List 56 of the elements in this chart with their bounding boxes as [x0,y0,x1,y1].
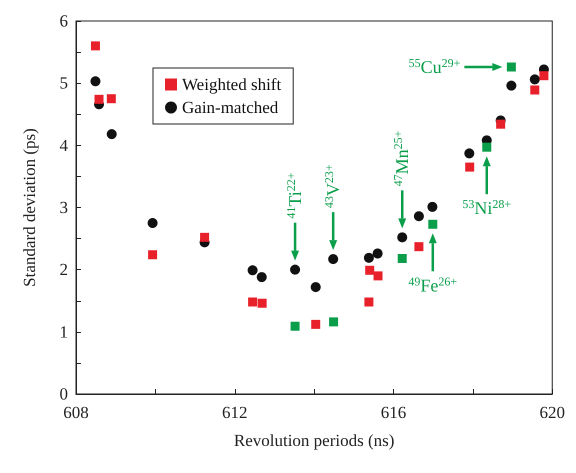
point [200,232,210,242]
x-tick-label: 616 [380,403,406,422]
point [90,76,100,86]
point [290,264,300,275]
point [364,297,374,306]
x-tick-label: 608 [63,403,89,422]
point [329,317,338,326]
point [398,254,407,263]
point [310,282,321,292]
point [311,320,320,329]
point [258,298,267,308]
x-tick-label: 620 [540,403,565,422]
point [539,71,548,80]
point [148,218,158,228]
legend-label: Gain-matched [182,98,279,117]
point [328,254,338,264]
annotation: 43V23+ [322,164,344,208]
y-tick-label: 1 [60,322,68,342]
point [397,232,408,242]
point [414,211,424,222]
point [365,266,374,275]
point [106,129,117,140]
point [148,250,158,260]
point [428,220,438,229]
point [364,252,374,263]
y-tick-label: 0 [60,384,68,404]
point [374,271,383,280]
point [256,272,267,282]
y-axis-title: Standard deviation (ps) [20,128,39,287]
y-tick-label: 3 [60,198,68,217]
annotation: 47Mn25+ [391,130,412,186]
point [530,74,540,84]
annotation: 41Ti22+ [284,172,306,219]
y-tick-label: 4 [60,136,68,155]
point [248,297,258,306]
x-tick-label: 612 [222,403,248,422]
point [506,80,516,91]
point [248,265,258,276]
point [530,86,540,95]
point [427,202,438,212]
point [482,142,492,152]
y-tick-label: 2 [60,260,68,280]
point [90,41,100,50]
point [496,120,506,129]
y-tick-label: 5 [60,74,68,93]
point [94,94,104,104]
legend-label: Weighted shift [182,75,282,94]
x-axis-title: Revolution periods (ns) [234,431,394,450]
point [290,322,300,331]
point [506,62,516,72]
point [414,242,424,252]
point [465,162,474,172]
point [372,248,383,258]
y-tick-label: 6 [60,12,68,30]
point [106,94,116,104]
point [464,148,474,158]
